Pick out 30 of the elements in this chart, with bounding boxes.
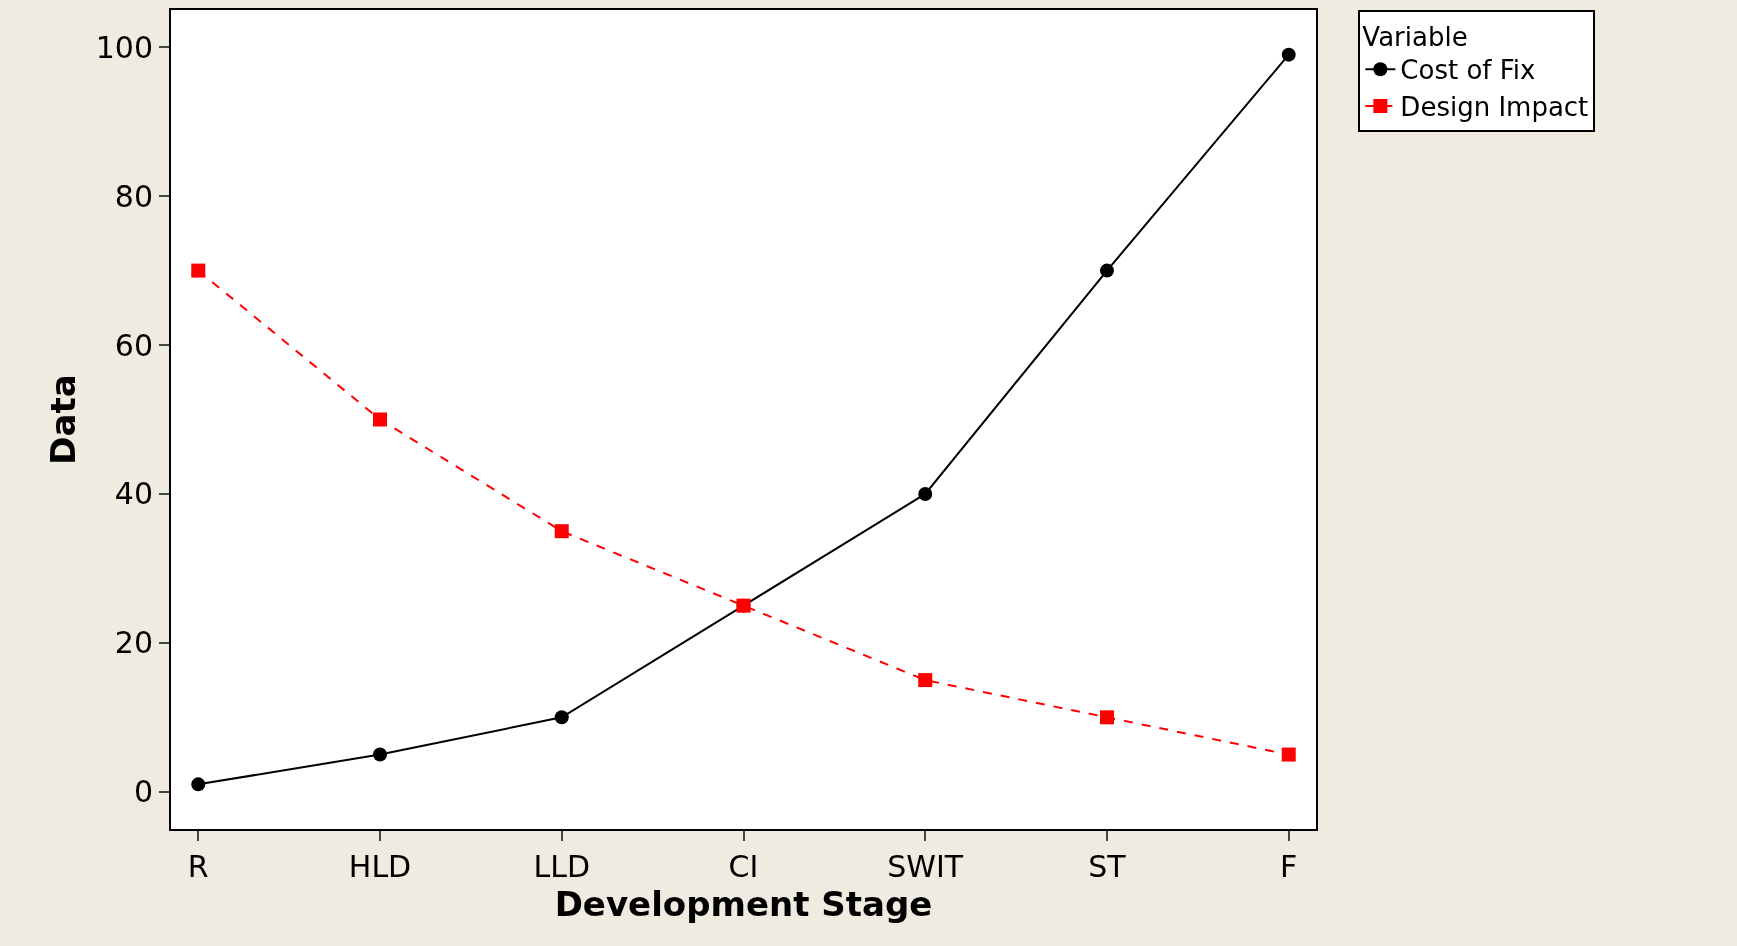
- x-tick-label: SWIT: [887, 849, 964, 884]
- y-tick-label: 80: [114, 178, 153, 214]
- x-tick-label: ST: [1088, 849, 1127, 884]
- x-tick-label: CI: [728, 849, 759, 884]
- legend-label: Design Impact: [1400, 92, 1589, 123]
- point: [918, 486, 933, 501]
- y-tick-label: 60: [114, 327, 153, 363]
- y-tick-label: 20: [114, 625, 153, 661]
- point: [918, 673, 933, 688]
- legend-title: Variable: [1362, 21, 1468, 52]
- y-tick-label: 100: [95, 29, 153, 65]
- point: [554, 710, 569, 725]
- x-axis-title: Development Stage: [554, 884, 933, 924]
- point: [1281, 47, 1296, 62]
- y-tick-label: 0: [133, 774, 153, 810]
- x-tick-label: LLD: [533, 849, 591, 884]
- x-tick-label: R: [187, 849, 209, 884]
- point: [1281, 747, 1296, 762]
- legend-label: Cost of Fix: [1400, 55, 1536, 86]
- point: [373, 412, 388, 427]
- y-tick-label: 40: [114, 476, 153, 512]
- x-tick-label: F: [1280, 849, 1298, 884]
- point: [191, 263, 206, 278]
- x-tick-label: HLD: [348, 849, 412, 884]
- point: [554, 524, 569, 539]
- point: [1099, 710, 1114, 725]
- point: [1100, 263, 1114, 278]
- point: [191, 777, 206, 792]
- y-axis-title: Data: [42, 374, 83, 465]
- point: [373, 747, 388, 762]
